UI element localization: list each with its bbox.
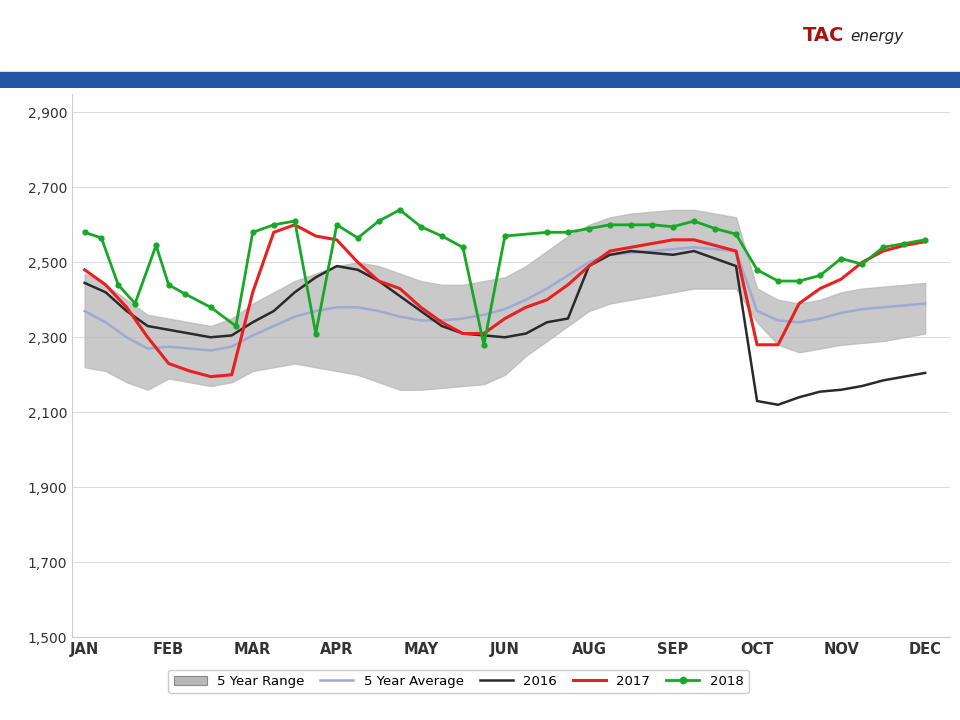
Text: TAC: TAC — [803, 26, 844, 45]
Bar — [0, 72, 960, 88]
Text: energy: energy — [851, 30, 903, 45]
Legend: 5 Year Range, 5 Year Average, 2016, 2017, 2018: 5 Year Range, 5 Year Average, 2016, 2017… — [168, 670, 749, 693]
Text: Refinery Thruput PADD 5: Refinery Thruput PADD 5 — [265, 27, 599, 50]
